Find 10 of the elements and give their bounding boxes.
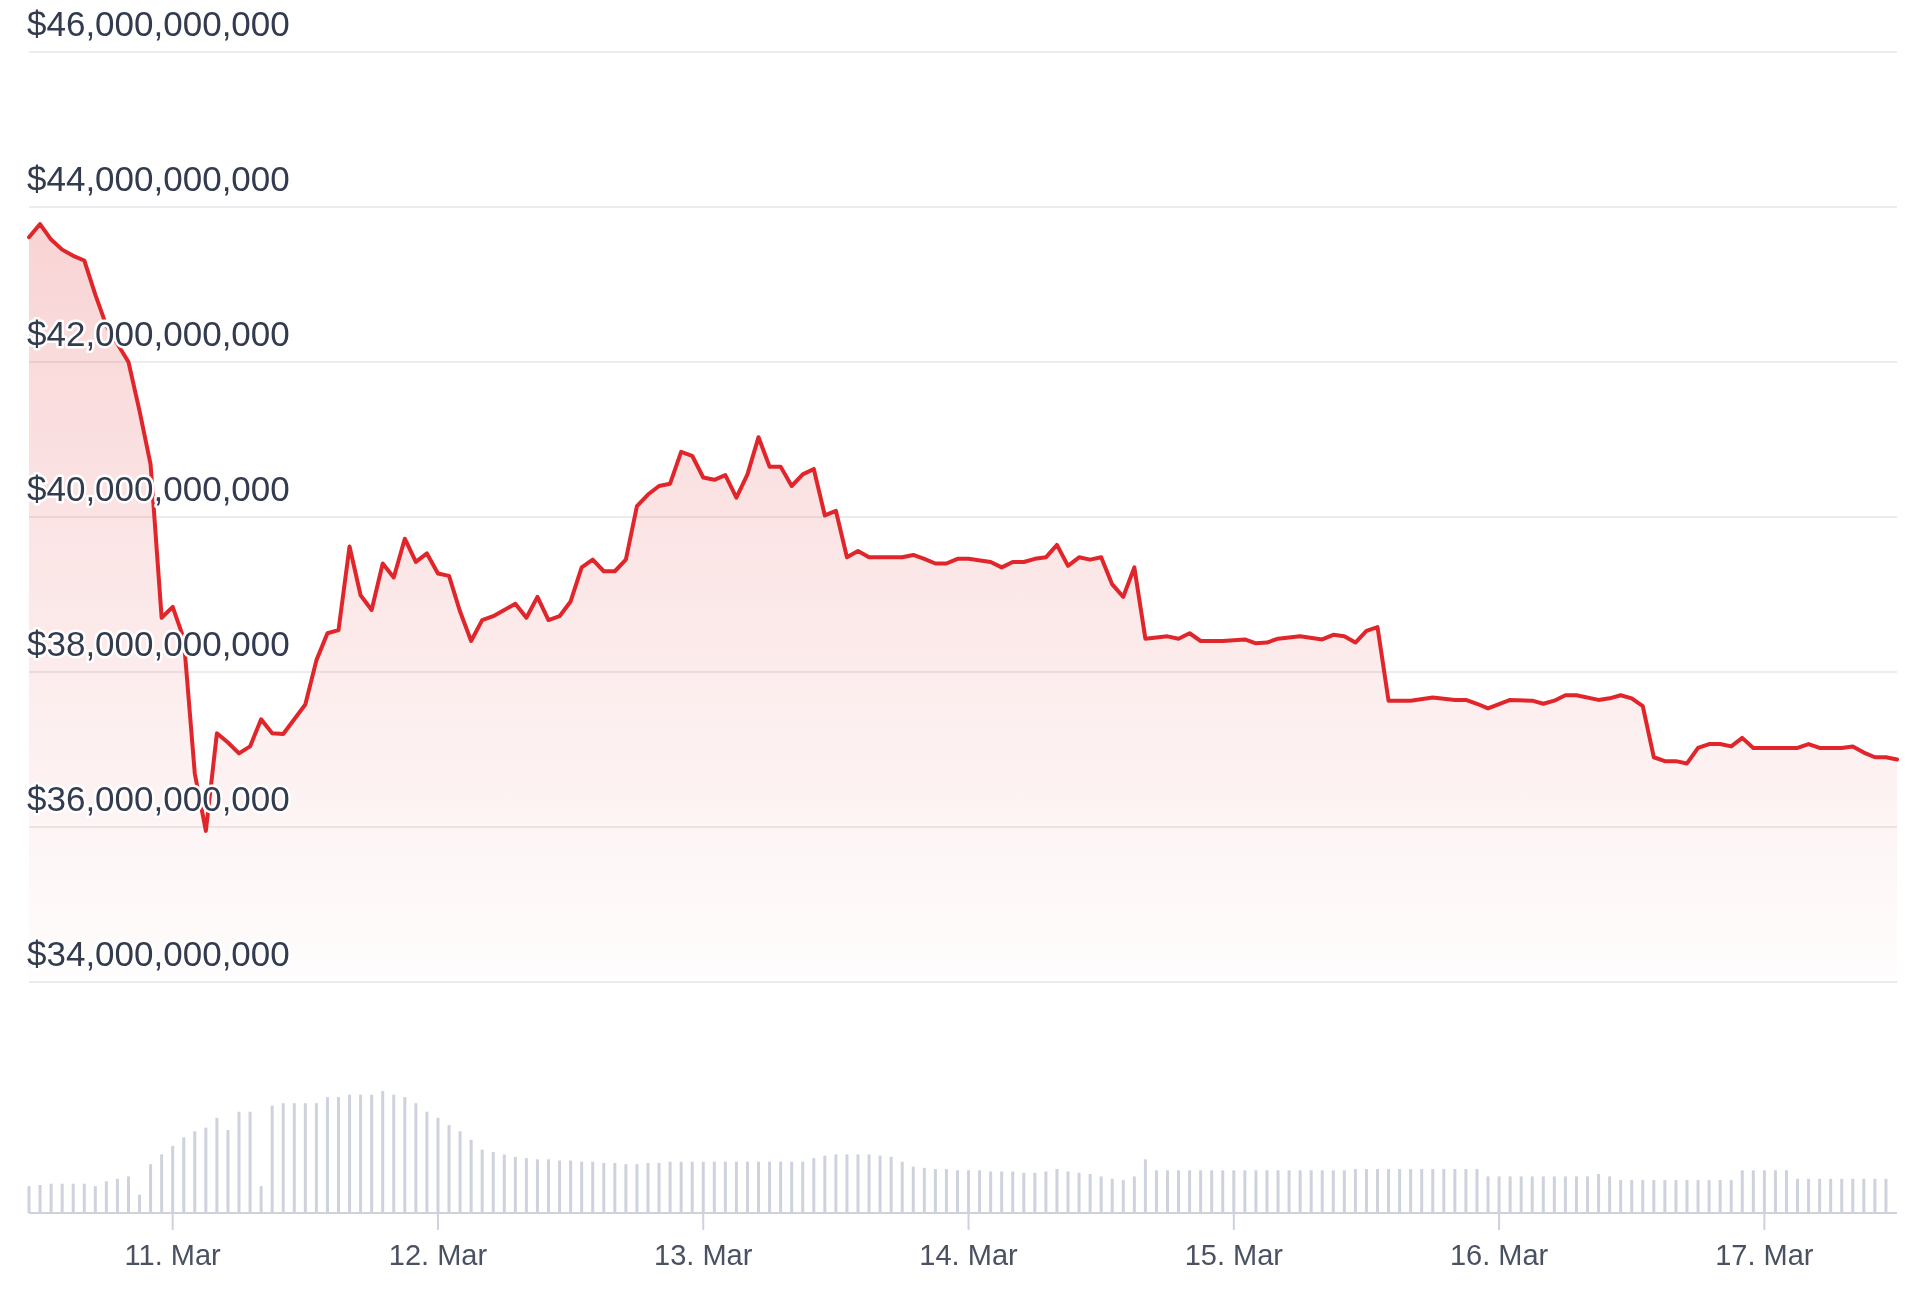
x-tick-label: 17. Mar — [1715, 1239, 1814, 1271]
x-tick-label: 16. Mar — [1449, 1239, 1549, 1271]
x-tick-label: 14. Mar — [919, 1239, 1019, 1271]
y-tick-label: $46,000,000,000 — [27, 4, 290, 43]
x-tick-label: 12. Mar — [388, 1239, 488, 1271]
x-tick-label: 15. Mar — [1184, 1239, 1284, 1271]
x-tick-label: 13. Mar — [654, 1239, 753, 1271]
y-tick-label: $44,000,000,000 — [27, 159, 290, 198]
x-tick-label: 11. Mar — [124, 1239, 222, 1271]
y-tick-label: $34,000,000,000 — [27, 934, 290, 973]
